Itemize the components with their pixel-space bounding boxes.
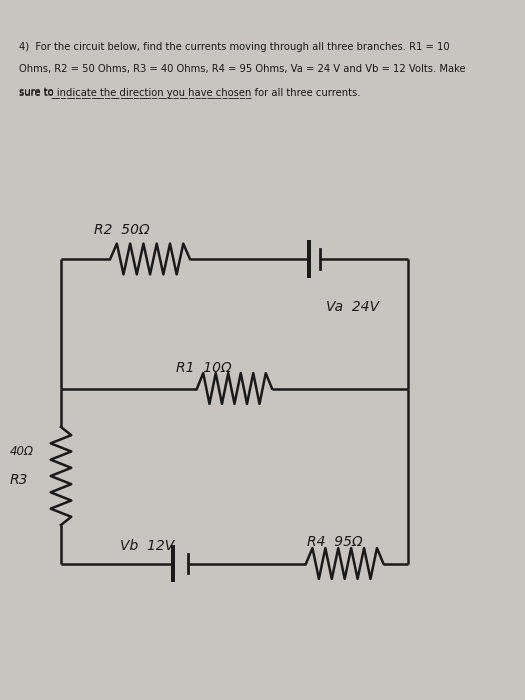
Text: R2  50Ω: R2 50Ω: [94, 223, 150, 237]
Text: R4  95Ω: R4 95Ω: [307, 535, 363, 549]
Text: Vb  12V: Vb 12V: [120, 538, 174, 552]
Text: sure to ̲i̲n̲d̲i̲c̲a̲t̲e̲ ̲t̲h̲e̲ ̲d̲i̲r̲e̲c̲t̲i̲o̲n̲ ̲y̲o̲u̲ ̲h̲a̲v̲e̲ ̲c̲h̲o̲s: sure to ̲i̲n̲d̲i̲c̲a̲t̲e̲ ̲t̲h̲e̲ ̲d̲i̲r…: [19, 87, 360, 98]
Text: 4)  For the circuit below, find the currents moving through all three branches. : 4) For the circuit below, find the curre…: [19, 42, 449, 52]
Text: Ohms, R2 = 50 Ohms, R3 = 40 Ohms, R4 = 95 Ohms, Va = 24 V and Vb = 12 Volts. Mak: Ohms, R2 = 50 Ohms, R3 = 40 Ohms, R4 = 9…: [19, 64, 465, 74]
Text: R3: R3: [9, 473, 28, 487]
Text: sure to: sure to: [19, 87, 57, 97]
Text: 40Ω: 40Ω: [9, 445, 34, 458]
Text: Va  24V: Va 24V: [326, 300, 379, 314]
Text: R1  10Ω: R1 10Ω: [176, 361, 232, 375]
